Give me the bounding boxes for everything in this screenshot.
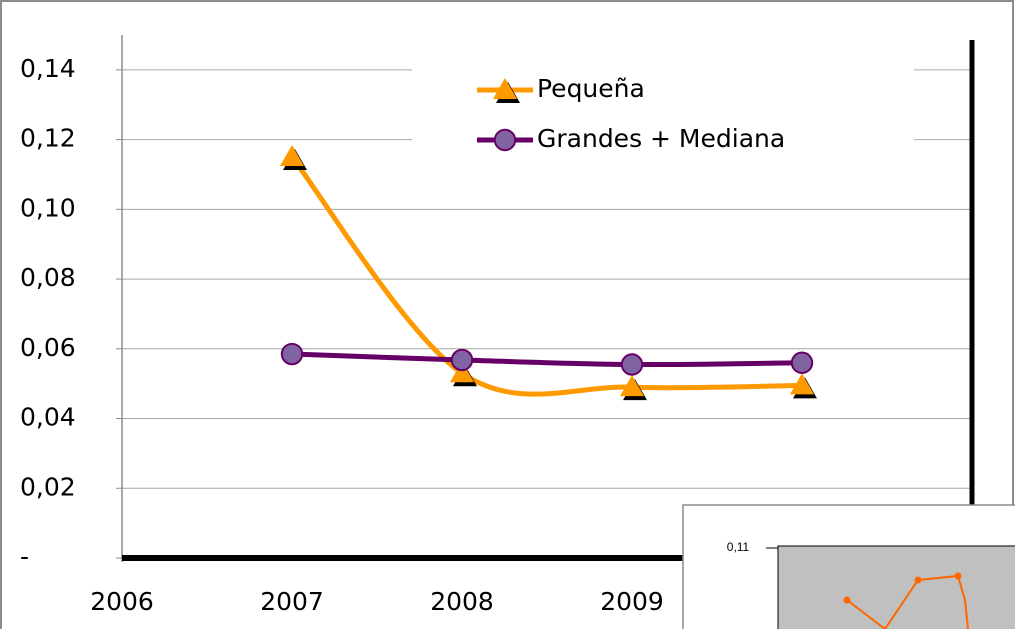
legend-label: Pequeña bbox=[537, 74, 645, 103]
series-line bbox=[291, 351, 803, 368]
inset: 0,11 bbox=[682, 504, 1015, 629]
inset-plot bbox=[777, 545, 1015, 629]
inset-point bbox=[954, 572, 962, 580]
inset-label: 0,11 bbox=[727, 540, 750, 554]
legend-background bbox=[412, 55, 914, 167]
x-tick-label: 2008 bbox=[430, 587, 494, 616]
y-tick-label: - bbox=[20, 542, 29, 571]
marker bbox=[280, 342, 304, 366]
y-tick-label: 0,12 bbox=[20, 124, 76, 153]
x-tick-label: 2007 bbox=[260, 587, 324, 616]
inset-point bbox=[914, 576, 922, 584]
legend-label: Grandes + Mediana bbox=[537, 124, 785, 153]
marker bbox=[790, 373, 814, 395]
marker bbox=[280, 145, 304, 167]
marker bbox=[493, 128, 517, 152]
y-tick-label: 0,08 bbox=[20, 263, 76, 292]
marker bbox=[450, 348, 474, 372]
y-tick-label: 0,14 bbox=[20, 54, 76, 83]
marker bbox=[450, 361, 474, 383]
y-tick-label: 0,02 bbox=[20, 472, 76, 501]
marker bbox=[620, 375, 644, 397]
x-tick-label: 2009 bbox=[600, 587, 664, 616]
plot-area bbox=[280, 145, 817, 401]
y-tick-label: 0,06 bbox=[20, 333, 76, 362]
marker bbox=[493, 78, 517, 99]
series-line bbox=[290, 155, 803, 397]
marker bbox=[620, 353, 644, 376]
y-tick-label: 0,04 bbox=[20, 403, 76, 432]
x-tick-label: 2006 bbox=[90, 587, 154, 616]
marker bbox=[790, 351, 814, 374]
y-tick-label: 0,10 bbox=[20, 193, 76, 222]
inset-line bbox=[846, 574, 969, 629]
inset-point bbox=[843, 596, 851, 604]
